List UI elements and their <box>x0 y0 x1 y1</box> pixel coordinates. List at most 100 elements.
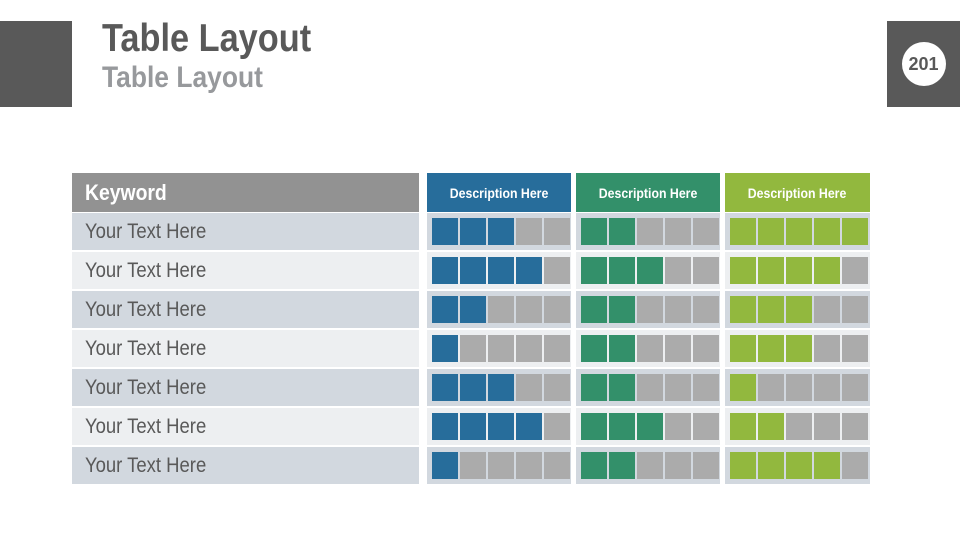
rating-cell <box>725 252 870 289</box>
rating-square-filled <box>460 413 486 440</box>
keyword-text: Your Text Here <box>85 297 207 321</box>
rating-square-filled <box>609 452 635 479</box>
rating-square-filled <box>609 257 635 284</box>
rating-cell <box>576 369 720 406</box>
keyword-cell: Your Text Here <box>72 291 419 328</box>
title-block: Table Layout Table Layout <box>102 16 340 97</box>
rating-cell <box>576 252 720 289</box>
table-row: Your Text Here <box>72 447 873 484</box>
rating-square-filled <box>730 335 756 362</box>
rating-cell <box>576 330 720 367</box>
column-header-label: Description Here <box>748 184 847 201</box>
rating-square-filled <box>488 413 514 440</box>
rating-square-filled <box>581 335 607 362</box>
rating-square-filled <box>460 374 486 401</box>
rating-square-filled <box>432 452 458 479</box>
table-row: Your Text Here <box>72 369 873 406</box>
rating-square-filled <box>432 374 458 401</box>
rating-square-empty <box>544 296 570 323</box>
rating-square-empty <box>786 374 812 401</box>
rating-square-empty <box>814 413 840 440</box>
rating-square-empty <box>665 257 691 284</box>
rating-square-empty <box>665 413 691 440</box>
page-title-text: Table Layout <box>102 17 312 60</box>
rating-square-empty <box>693 218 719 245</box>
rating-square-empty <box>488 335 514 362</box>
rating-square-empty <box>544 413 570 440</box>
rating-square-empty <box>693 257 719 284</box>
rating-square-filled <box>488 374 514 401</box>
rating-square-filled <box>432 296 458 323</box>
rating-square-filled <box>581 374 607 401</box>
rating-square-empty <box>693 296 719 323</box>
table-row: Your Text Here <box>72 291 873 328</box>
rating-cell <box>427 408 571 445</box>
rating-square-empty <box>637 218 663 245</box>
rating-square-filled <box>730 218 756 245</box>
keyword-cell: Your Text Here <box>72 408 419 445</box>
column-header-3: Description Here <box>725 173 870 212</box>
rating-square-empty <box>544 218 570 245</box>
rating-square-empty <box>516 452 542 479</box>
rating-square-filled <box>488 257 514 284</box>
page-subtitle-text: Table Layout <box>102 61 263 94</box>
page-number-badge: 201 <box>901 42 946 86</box>
keyword-text: Your Text Here <box>85 258 207 282</box>
rating-cell <box>576 408 720 445</box>
rating-square-filled <box>581 413 607 440</box>
rating-square-empty <box>516 374 542 401</box>
column-header-label: Description Here <box>598 184 698 201</box>
rating-square-filled <box>637 257 663 284</box>
rating-square-empty <box>460 452 486 479</box>
rating-cell <box>725 213 870 250</box>
rating-cell <box>725 291 870 328</box>
rating-square-empty <box>693 452 719 479</box>
rating-square-filled <box>609 374 635 401</box>
rating-square-empty <box>665 335 691 362</box>
keyword-text: Your Text Here <box>85 375 207 399</box>
rating-square-filled <box>609 296 635 323</box>
rating-cell <box>725 369 870 406</box>
rating-square-empty <box>488 296 514 323</box>
rating-square-filled <box>786 335 812 362</box>
rating-square-filled <box>786 257 812 284</box>
rating-square-filled <box>814 257 840 284</box>
rating-cell <box>427 447 571 484</box>
rating-square-filled <box>758 452 784 479</box>
rating-square-filled <box>581 452 607 479</box>
table-header-row: Keyword Description Here Description Here… <box>72 173 873 212</box>
rating-square-filled <box>758 296 784 323</box>
rating-square-filled <box>730 374 756 401</box>
rating-square-filled <box>758 413 784 440</box>
keyword-text: Your Text Here <box>85 336 207 360</box>
rating-square-filled <box>758 218 784 245</box>
keyword-column-header: Keyword <box>72 173 419 212</box>
keyword-text: Your Text Here <box>85 453 207 477</box>
rating-square-empty <box>758 374 784 401</box>
left-accent-block <box>0 21 72 107</box>
rating-cell <box>427 330 571 367</box>
column-header-2: Description Here <box>576 173 720 212</box>
keyword-cell: Your Text Here <box>72 330 419 367</box>
column-header-1: Description Here <box>427 173 571 212</box>
rating-square-filled <box>730 257 756 284</box>
keyword-cell: Your Text Here <box>72 369 419 406</box>
rating-square-empty <box>665 452 691 479</box>
rating-square-filled <box>786 452 812 479</box>
rating-square-empty <box>637 452 663 479</box>
rating-square-empty <box>544 374 570 401</box>
rating-square-filled <box>758 257 784 284</box>
table-row: Your Text Here <box>72 213 873 250</box>
keyword-text: Your Text Here <box>85 414 207 438</box>
rating-square-filled <box>460 296 486 323</box>
keyword-column-header-text: Keyword <box>85 179 167 205</box>
table-row: Your Text Here <box>72 330 873 367</box>
table-body: Your Text Here Your Text Here Your Text He… <box>72 213 873 484</box>
rating-square-empty <box>544 257 570 284</box>
rating-square-empty <box>516 296 542 323</box>
rating-square-filled <box>460 257 486 284</box>
rating-cell <box>725 447 870 484</box>
rating-square-filled <box>581 296 607 323</box>
rating-cell <box>427 369 571 406</box>
rating-square-filled <box>516 257 542 284</box>
